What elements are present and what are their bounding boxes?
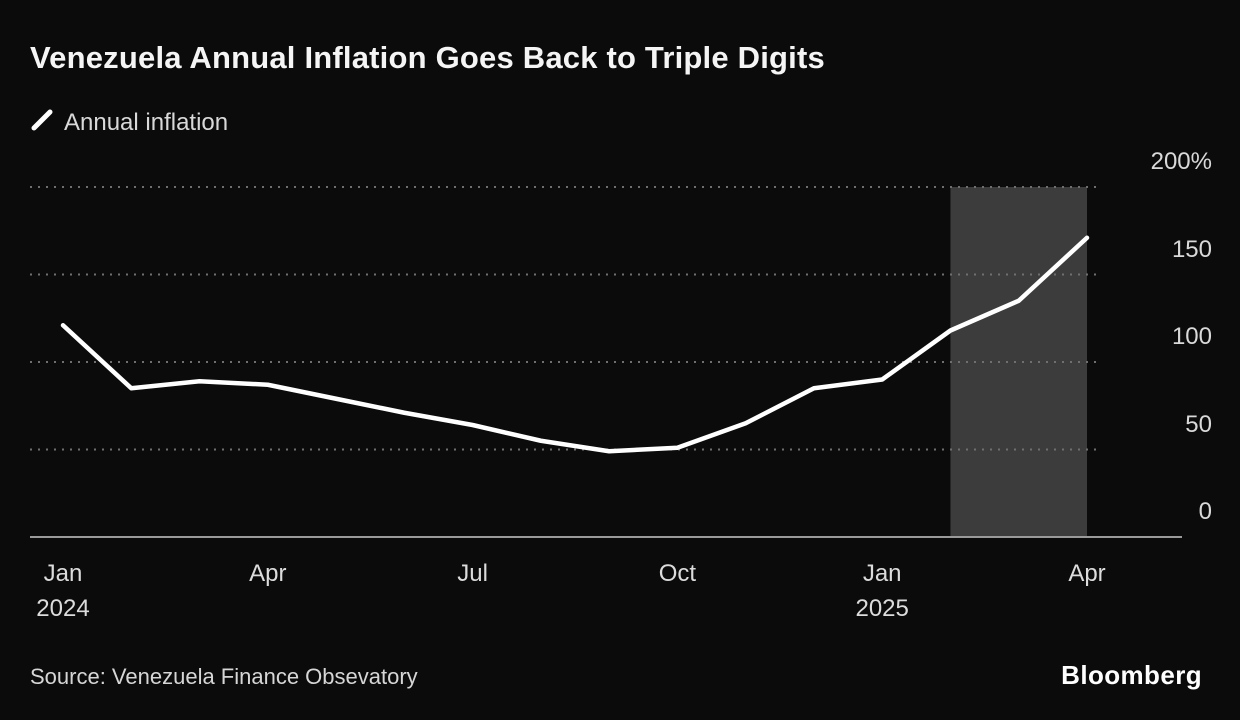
line-swatch-icon (30, 108, 54, 137)
chart-title: Venezuela Annual Inflation Goes Back to … (30, 40, 825, 75)
source-attribution: Source: Venezuela Finance Obsevatory (30, 664, 418, 689)
legend: Annual inflation (30, 108, 228, 137)
bloomberg-logo: Bloomberg (1061, 660, 1202, 690)
highlight-band (950, 187, 1087, 537)
legend-label: Annual inflation (64, 108, 229, 136)
inflation-series-line (60, 235, 1090, 454)
